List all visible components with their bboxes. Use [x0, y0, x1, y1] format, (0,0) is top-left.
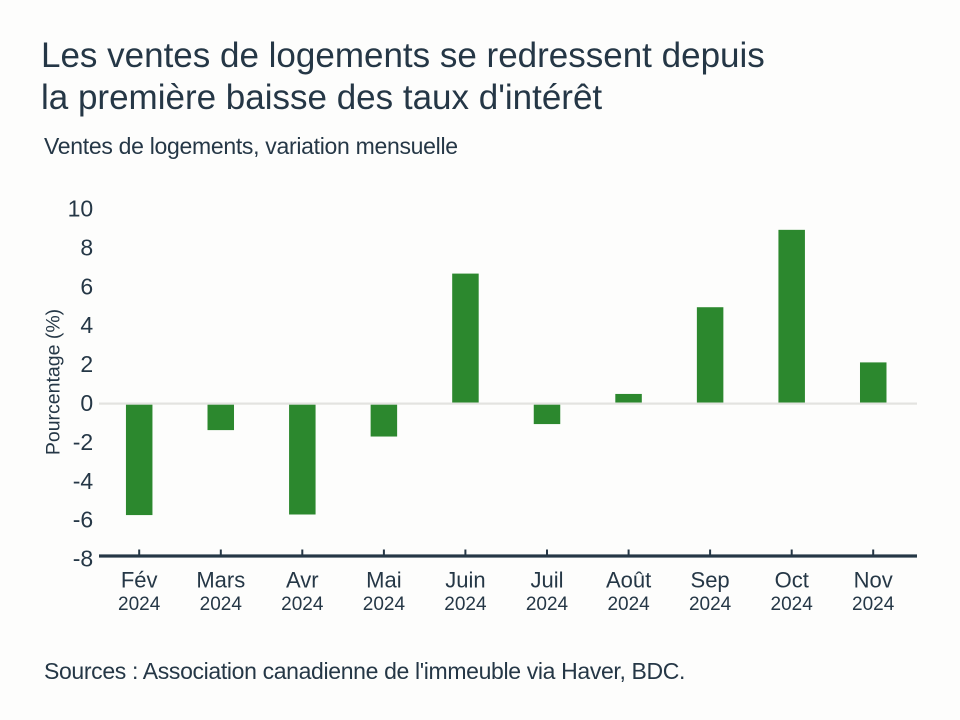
- svg-text:Avr: Avr: [286, 568, 319, 593]
- svg-text:Pourcentage (%): Pourcentage (%): [43, 309, 65, 455]
- svg-text:Oct: Oct: [775, 568, 809, 593]
- svg-text:-2: -2: [73, 429, 93, 455]
- svg-text:2024: 2024: [607, 594, 650, 615]
- svg-text:Mars: Mars: [196, 568, 245, 593]
- svg-text:2024: 2024: [281, 594, 324, 615]
- svg-text:10: 10: [68, 196, 94, 222]
- svg-text:Fév: Fév: [121, 568, 158, 593]
- svg-text:-4: -4: [73, 468, 94, 494]
- svg-text:2024: 2024: [444, 594, 487, 615]
- svg-text:Sep: Sep: [691, 568, 730, 593]
- svg-text:2024: 2024: [689, 594, 732, 615]
- svg-text:-8: -8: [73, 546, 93, 572]
- svg-text:2024: 2024: [852, 594, 895, 615]
- svg-text:2024: 2024: [526, 594, 569, 615]
- svg-text:4: 4: [80, 312, 93, 338]
- svg-text:Juin: Juin: [445, 568, 485, 593]
- svg-text:Nov: Nov: [854, 568, 893, 593]
- svg-text:2024: 2024: [363, 594, 406, 615]
- svg-text:-6: -6: [73, 507, 93, 533]
- svg-text:2: 2: [80, 351, 93, 377]
- svg-text:2024: 2024: [118, 594, 161, 615]
- svg-text:Août: Août: [606, 568, 651, 593]
- svg-text:6: 6: [80, 273, 93, 299]
- svg-text:Juil: Juil: [530, 568, 563, 593]
- svg-text:Mai: Mai: [366, 568, 401, 593]
- svg-text:2024: 2024: [200, 594, 243, 615]
- svg-text:2024: 2024: [771, 594, 814, 615]
- svg-text:8: 8: [80, 234, 93, 260]
- svg-text:0: 0: [80, 390, 93, 416]
